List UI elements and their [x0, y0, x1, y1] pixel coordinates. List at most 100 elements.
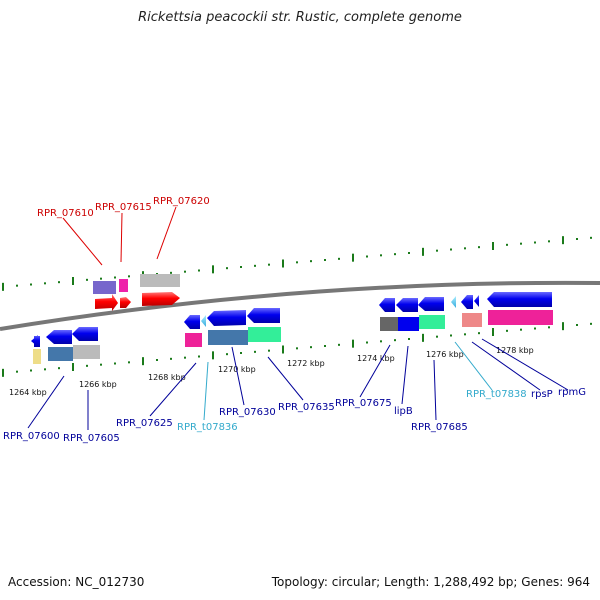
gene-rpr07685-arrow [418, 297, 444, 311]
minor-tick [114, 276, 116, 279]
minor-tick [548, 326, 550, 329]
major-tick [282, 345, 284, 354]
minor-tick [576, 238, 578, 240]
gene-rpsp-cog [462, 313, 482, 327]
minor-tick [58, 281, 60, 284]
minor-tick [380, 340, 382, 343]
minor-tick [450, 248, 452, 251]
minor-tick [198, 355, 200, 358]
major-tick [562, 322, 564, 331]
minor-tick [16, 284, 18, 287]
length-value: 1,288,492 bp; [433, 575, 518, 589]
gene-rpr07630-arrow [207, 310, 246, 326]
minor-tick [534, 241, 536, 244]
major-tick [352, 339, 354, 348]
major-tick [492, 242, 494, 250]
major-tick [422, 247, 424, 256]
gene-lipb-cog [398, 317, 419, 331]
minor-tick [338, 257, 340, 260]
genome-title: Rickettsia peacockii str. Rustic, comple… [138, 10, 462, 25]
minor-tick [464, 333, 466, 336]
minor-tick [16, 370, 18, 373]
minor-tick [170, 357, 172, 360]
minor-tick [128, 275, 130, 278]
minor-tick [408, 338, 410, 340]
minor-tick [198, 269, 200, 272]
gene-rpr07615-arrow [120, 297, 131, 308]
gene-label-rpr07605: RPR_07605 [63, 433, 120, 444]
gene-rpr07605a-cog [48, 347, 73, 361]
minor-tick [478, 332, 480, 335]
tick-label: 1268 kbp [148, 373, 186, 382]
gene-rpr07615-cog [119, 279, 128, 292]
major-tick [72, 277, 74, 285]
minor-tick [184, 270, 186, 273]
major-tick [422, 333, 424, 342]
gene-rpr07630-cog [208, 330, 248, 345]
gene-rpr07600-arrow [31, 335, 40, 347]
gene-label-rpr07675: RPR_07675 [335, 398, 392, 409]
accession-info: Accession: NC_012730 [8, 575, 144, 589]
forward-genes [93, 274, 180, 311]
gene-label-rpr07600: RPR_07600 [3, 431, 60, 442]
minor-tick [226, 267, 228, 270]
gene-rpr07620-cog [140, 274, 180, 287]
minor-tick [436, 335, 438, 338]
tick-label: 1264 kbp [9, 388, 47, 397]
tick-label: 1274 kbp [357, 354, 395, 363]
minor-tick [100, 277, 102, 280]
minor-tick [30, 369, 32, 372]
minor-tick [226, 353, 228, 356]
minor-tick [86, 278, 88, 281]
accession-label: Accession: [8, 575, 72, 589]
minor-tick [268, 349, 270, 352]
minor-tick [156, 359, 158, 361]
major-tick [212, 351, 214, 360]
genome-stats: Topology: circular; Length: 1,288,492 bp… [272, 575, 590, 589]
minor-tick [548, 240, 550, 243]
gene-label-rpr-t07838: RPR_t07838 [466, 389, 527, 400]
major-tick [212, 265, 214, 274]
minor-tick [184, 356, 186, 359]
minor-tick [310, 260, 312, 263]
minor-tick [366, 341, 368, 344]
minor-tick [366, 255, 368, 258]
accession-value: NC_012730 [75, 575, 145, 589]
minor-tick [408, 252, 410, 254]
gene-label-rpr07625: RPR_07625 [116, 418, 173, 429]
gene-label-lipb: lipB [394, 406, 413, 417]
lower-dotted-scale [2, 322, 592, 377]
major-tick [492, 328, 494, 336]
major-tick [2, 282, 4, 291]
gene-rpr07635-arrow [247, 308, 280, 323]
gene-rpsp-arrow [461, 295, 473, 309]
gene-rpr07605b-cog [73, 345, 100, 359]
gene-lipb-arrow [396, 298, 418, 312]
minor-tick [450, 334, 452, 337]
minor-tick [436, 249, 438, 252]
tick-label: 1266 kbp [79, 380, 117, 389]
minor-tick [380, 254, 382, 257]
minor-tick [324, 345, 326, 347]
minor-tick [44, 368, 46, 371]
gene-label-rpsp: rpsP [531, 389, 553, 400]
minor-tick [296, 261, 298, 264]
gene-rpr07610-arrow [95, 294, 118, 311]
gene-rpr07610-cog [93, 281, 116, 294]
minor-tick [324, 259, 326, 261]
gene-rpr07685-cog [419, 315, 445, 329]
gene-label-rpr-t07836: RPR_t07836 [177, 422, 238, 433]
gene-rpr07635-cog [248, 327, 281, 342]
length-label: Length: [384, 575, 430, 589]
genes-value: 964 [567, 575, 590, 589]
major-tick [282, 259, 284, 268]
gene-rpr07625-cog [185, 333, 202, 347]
minor-tick [240, 266, 242, 268]
minor-tick [394, 339, 396, 342]
topology-value: circular; [331, 575, 381, 589]
gene-label-rpr07685: RPR_07685 [411, 422, 468, 433]
minor-tick [100, 363, 102, 366]
minor-tick [590, 322, 592, 325]
gene-label-rpr07610: RPR_07610 [37, 208, 94, 219]
gene-label-rpmg: rpmG [558, 387, 586, 398]
